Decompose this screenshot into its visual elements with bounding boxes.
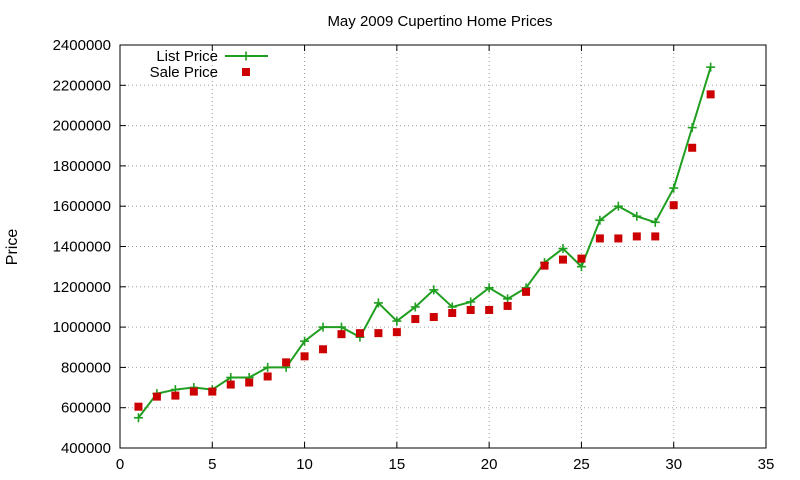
list-price-point [300, 336, 310, 346]
list-price-point [650, 217, 660, 227]
sale-price-point [522, 287, 531, 296]
sale-price-point [595, 234, 604, 243]
list-price-point [226, 372, 236, 382]
y-tick-label: 1000000 [53, 319, 111, 336]
x-tick-label: 0 [116, 456, 124, 473]
sale-price-point [392, 328, 401, 337]
sale-price-point [466, 305, 475, 314]
list-price-point [669, 183, 679, 193]
sale-price-point [208, 387, 217, 396]
series-layer [133, 62, 716, 423]
list-price-point [503, 294, 513, 304]
legend-label-list-price: List Price [156, 48, 218, 65]
sale-price-point [614, 234, 623, 243]
list-price-point [484, 283, 494, 293]
sale-price-point [448, 308, 457, 317]
x-tick-label: 10 [296, 456, 313, 473]
list-price-point [133, 413, 143, 423]
y-tick-label: 1200000 [53, 279, 111, 296]
sale-price-point [632, 232, 641, 241]
sale-price-point [429, 313, 438, 322]
list-price-point [687, 123, 697, 133]
y-tick-label: 1600000 [53, 198, 111, 215]
sale-price-point [171, 391, 180, 400]
list-price-point [336, 322, 346, 332]
y-tick-label: 2200000 [53, 77, 111, 94]
sale-price-point [152, 392, 161, 401]
sale-price-point [245, 378, 254, 387]
sale-price-point [485, 305, 494, 314]
list-price-point [410, 302, 420, 312]
x-tick-label: 25 [573, 456, 590, 473]
x-tick-label: 15 [389, 456, 406, 473]
list-price-point [576, 262, 586, 272]
list-price-point [613, 201, 623, 211]
y-tick-label: 2000000 [53, 118, 111, 135]
y-tick-label: 1800000 [53, 158, 111, 175]
y-tick-label: 1400000 [53, 239, 111, 256]
sale-price-point [189, 387, 198, 396]
sale-price-point [263, 372, 272, 381]
sale-price-point [355, 329, 364, 338]
sale-price-point [688, 143, 697, 152]
sale-price-point [134, 402, 143, 411]
x-tick-label: 30 [665, 456, 682, 473]
y-tick-label: 600000 [61, 400, 111, 417]
x-tick-label: 20 [481, 456, 498, 473]
sale-price-point [651, 232, 660, 241]
plot-border [119, 44, 767, 449]
list-price-point [429, 285, 439, 295]
list-price-point [392, 316, 402, 326]
legend-marker-sale-price [242, 68, 250, 76]
sale-price-series [134, 90, 715, 411]
sale-price-point [669, 201, 678, 210]
list-price-point [263, 362, 273, 372]
sale-price-point [411, 315, 420, 324]
list-price-line [137, 66, 712, 419]
y-tick-label: 800000 [61, 359, 111, 376]
x-tick-label: 5 [208, 456, 216, 473]
list-price-point [558, 244, 568, 254]
y-tick-label: 2400000 [53, 37, 111, 54]
axis-ticks: 0 5 10 15 20 25 30 35 400000 600000 800000 1000000 1… [53, 37, 775, 473]
sale-price-point [226, 380, 235, 389]
x-tick-label: 35 [758, 456, 775, 473]
list-price-point [466, 297, 476, 307]
sale-price-point [577, 254, 586, 263]
sale-price-point [374, 329, 383, 338]
sale-price-point [503, 301, 512, 310]
legend-marker-list-price [241, 51, 251, 61]
chart-title: May 2009 Cupertino Home Prices [327, 13, 552, 30]
sale-price-point [282, 358, 291, 367]
sale-price-point [540, 261, 549, 270]
list-price-point [595, 215, 605, 225]
sale-price-point [319, 345, 328, 354]
sale-price-point [337, 330, 346, 339]
y-tick-label: 400000 [61, 440, 111, 457]
sale-price-point [300, 352, 309, 361]
legend-label-sale-price: Sale Price [150, 64, 218, 81]
y-axis-label: Price [4, 229, 21, 266]
list-price-point [318, 322, 328, 332]
list-price-point [373, 298, 383, 308]
list-price-point [632, 211, 642, 221]
sale-price-point [706, 90, 715, 99]
list-price-point [706, 62, 716, 72]
list-price-series [133, 62, 716, 423]
sale-price-point [558, 255, 567, 264]
